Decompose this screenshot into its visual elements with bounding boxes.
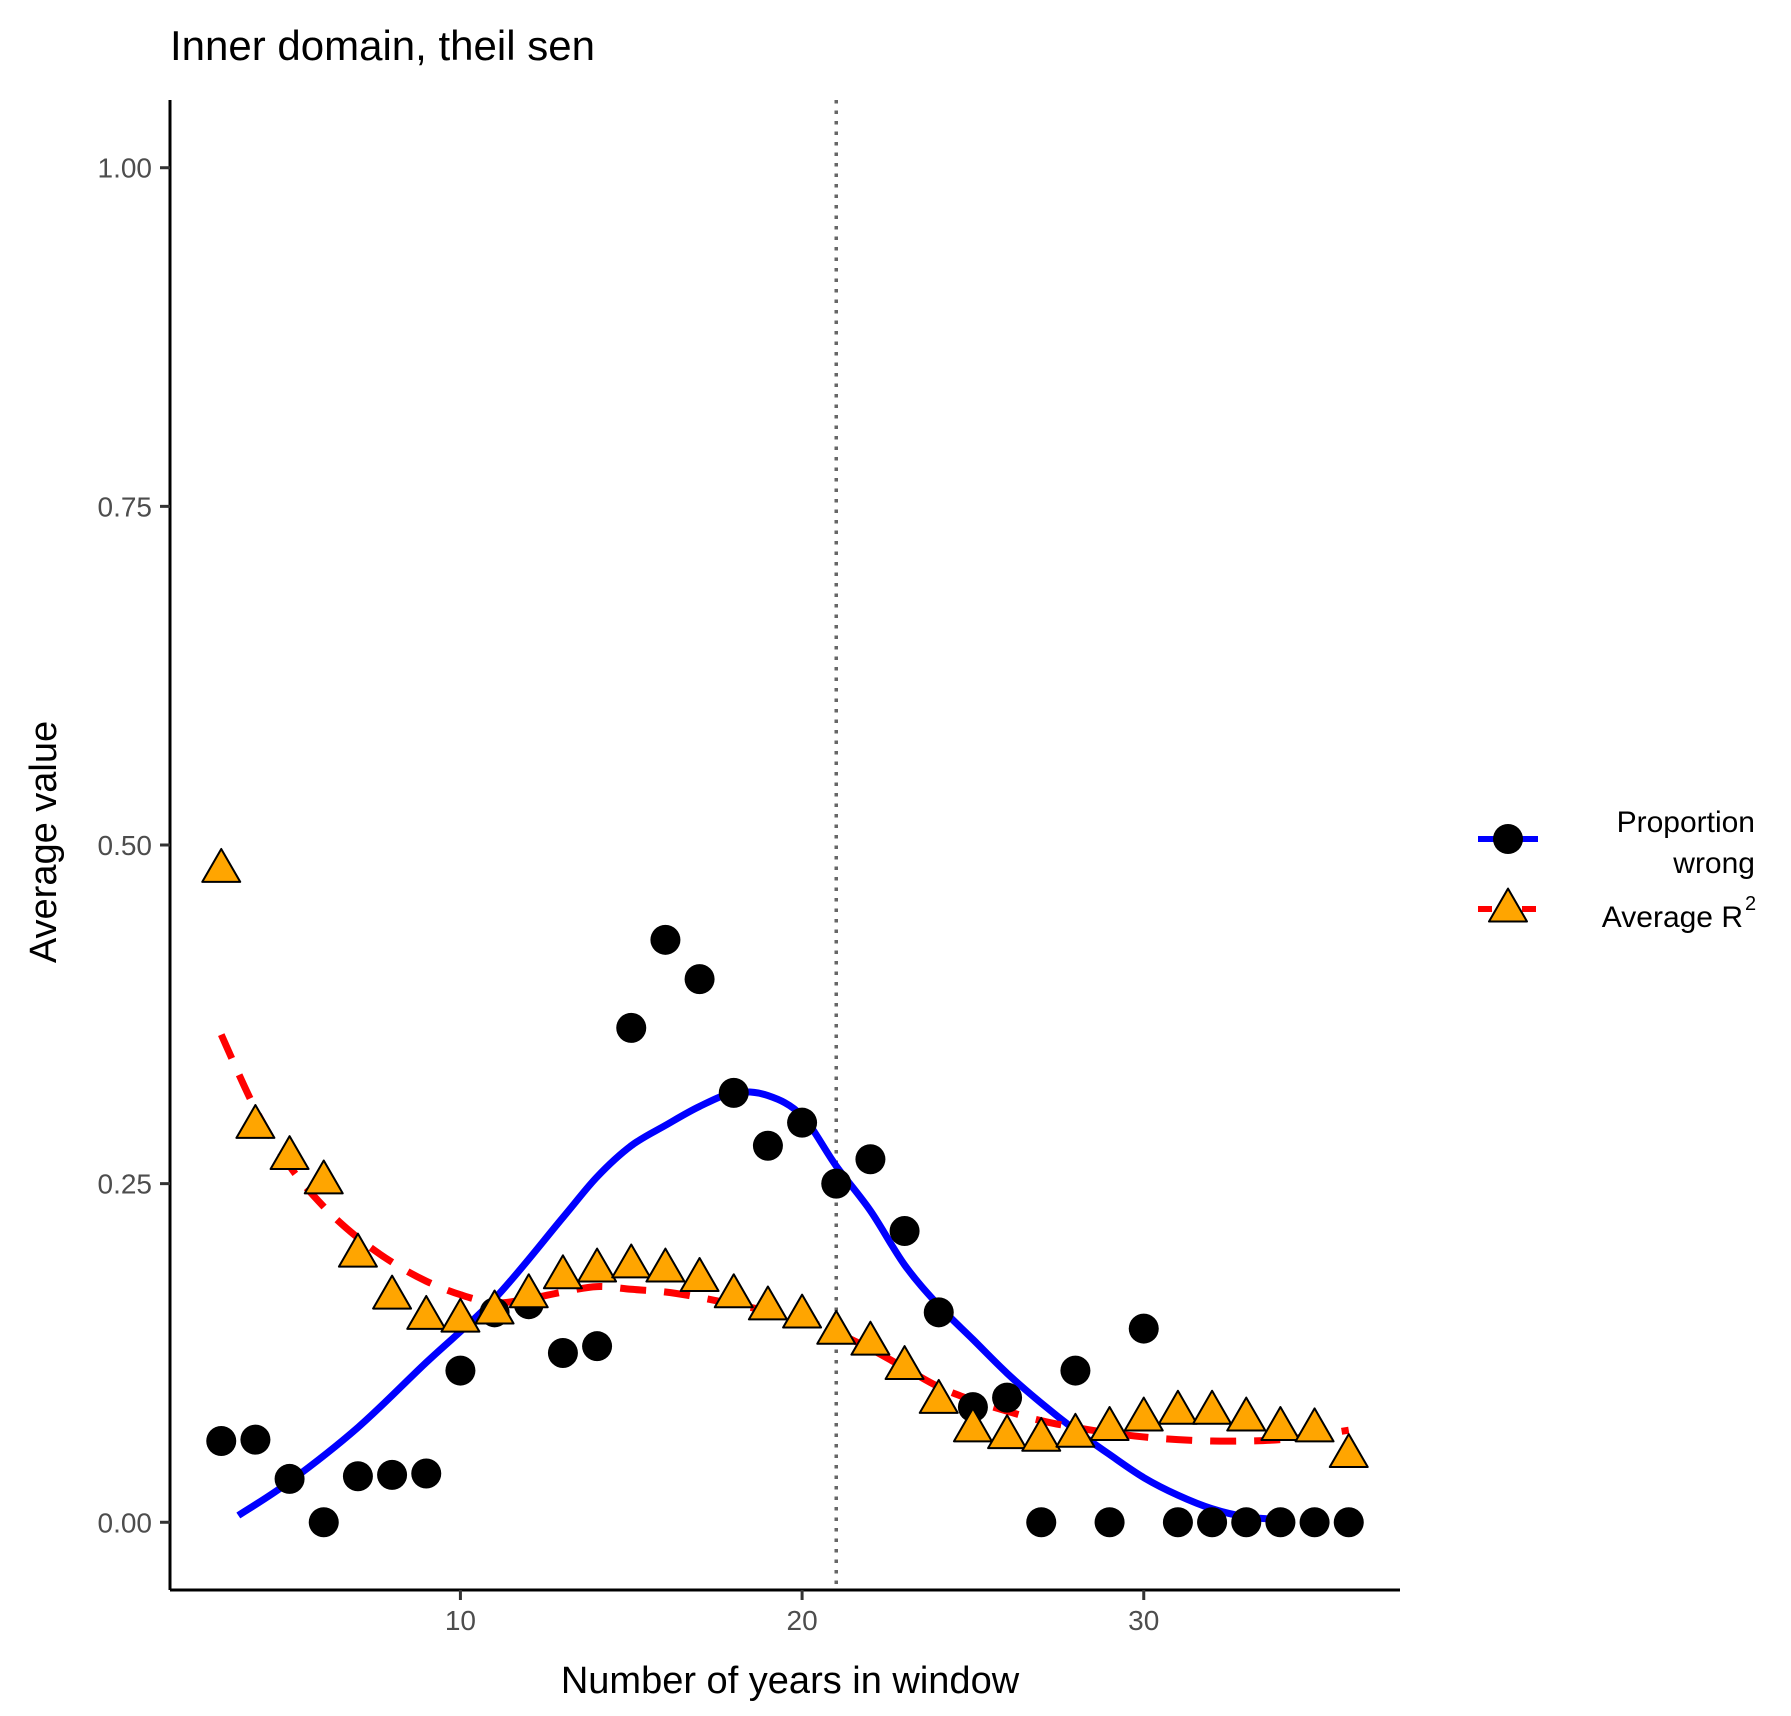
point-average-r2: [303, 1159, 344, 1195]
point-average-r2: [577, 1247, 618, 1283]
legend-key-marker-proportion-wrong: [1493, 824, 1523, 854]
point-proportion-wrong: [1197, 1507, 1228, 1538]
point-average-r2: [508, 1273, 549, 1309]
point-average-r2: [884, 1345, 925, 1381]
point-average-r2: [1157, 1389, 1198, 1425]
point-proportion-wrong: [1333, 1507, 1364, 1538]
point-average-r2: [337, 1232, 378, 1268]
point-proportion-wrong: [445, 1355, 476, 1386]
x-tick-label: 30: [1128, 1605, 1159, 1636]
point-proportion-wrong: [616, 1012, 647, 1043]
point-average-r2: [611, 1243, 652, 1279]
legend-label-average-r2-superscript: 2: [1745, 893, 1756, 915]
point-average-r2: [713, 1273, 754, 1309]
y-tick-label: 0.25: [98, 1169, 153, 1200]
point-proportion-wrong: [787, 1107, 818, 1138]
point-proportion-wrong: [411, 1458, 442, 1489]
y-tick-label: 0.75: [98, 491, 153, 522]
axes: 0.00 0.25 0.50 0.75 1.00 10 20 30: [98, 100, 1400, 1636]
point-proportion-wrong: [1162, 1507, 1193, 1538]
legend-key-marker-average-r2: [1488, 887, 1528, 923]
point-average-r2: [1192, 1389, 1233, 1425]
point-average-r2: [235, 1103, 276, 1139]
point-proportion-wrong: [206, 1426, 237, 1456]
point-average-r2: [474, 1289, 515, 1325]
point-average-r2: [645, 1247, 686, 1283]
y-tick-label: 1.00: [98, 153, 153, 184]
point-proportion-wrong: [342, 1461, 373, 1492]
point-average-r2: [918, 1378, 959, 1414]
point-proportion-wrong: [1299, 1507, 1330, 1538]
point-proportion-wrong: [684, 964, 715, 995]
point-average-r2: [1021, 1416, 1062, 1452]
point-average-r2: [747, 1285, 788, 1321]
point-proportion-wrong: [957, 1392, 988, 1423]
point-average-r2: [679, 1257, 720, 1292]
point-average-r2: [1226, 1396, 1267, 1432]
point-proportion-wrong: [547, 1337, 578, 1368]
point-proportion-wrong: [1060, 1355, 1091, 1386]
point-average-r2: [542, 1254, 583, 1290]
point-proportion-wrong: [752, 1130, 783, 1161]
point-average-r2: [1089, 1406, 1130, 1441]
x-tick-label: 20: [787, 1605, 818, 1636]
point-average-r2: [1294, 1407, 1335, 1443]
point-average-r2: [201, 847, 242, 883]
point-proportion-wrong: [650, 924, 681, 955]
point-proportion-wrong: [1128, 1313, 1159, 1344]
point-proportion-wrong: [1026, 1507, 1057, 1538]
point-proportion-wrong: [855, 1144, 886, 1175]
chart-title: Inner domain, theil sen: [170, 22, 595, 69]
point-average-r2: [406, 1294, 447, 1330]
point-average-r2: [1328, 1433, 1369, 1469]
point-proportion-wrong: [992, 1382, 1023, 1413]
y-tick-label: 0.00: [98, 1507, 153, 1538]
point-average-r2: [850, 1320, 891, 1356]
point-average-r2: [1123, 1396, 1164, 1432]
point-proportion-wrong: [1231, 1507, 1262, 1538]
plot-area: [201, 100, 1369, 1590]
legend-label-proportion-wrong: Proportion: [1617, 806, 1755, 839]
point-proportion-wrong: [821, 1168, 852, 1199]
legend-label-average-r2: Average R: [1602, 901, 1743, 934]
y-axis-title: Average value: [23, 721, 65, 963]
point-proportion-wrong: [377, 1459, 408, 1490]
point-average-r2: [816, 1309, 857, 1345]
point-average-r2: [952, 1407, 993, 1443]
point-proportion-wrong: [718, 1077, 749, 1108]
point-average-r2: [269, 1135, 310, 1171]
point-average-r2: [987, 1414, 1028, 1450]
point-proportion-wrong: [274, 1463, 305, 1494]
point-proportion-wrong: [889, 1216, 920, 1247]
point-average-r2: [782, 1293, 823, 1329]
point-average-r2: [440, 1297, 481, 1333]
point-proportion-wrong: [923, 1297, 954, 1328]
x-tick-label: 10: [445, 1605, 476, 1636]
point-proportion-wrong: [582, 1331, 613, 1362]
legend-label-proportion-wrong-line2: wrong: [1672, 847, 1755, 880]
point-proportion-wrong: [1265, 1507, 1296, 1538]
point-average-r2: [372, 1274, 413, 1310]
point-average-r2: [1260, 1406, 1301, 1441]
x-axis-title: Number of years in window: [561, 1660, 1020, 1702]
point-proportion-wrong: [308, 1507, 339, 1538]
point-proportion-wrong: [1094, 1507, 1125, 1538]
point-proportion-wrong: [240, 1424, 271, 1455]
y-tick-label: 0.50: [98, 830, 153, 861]
point-average-r2: [1055, 1412, 1096, 1448]
